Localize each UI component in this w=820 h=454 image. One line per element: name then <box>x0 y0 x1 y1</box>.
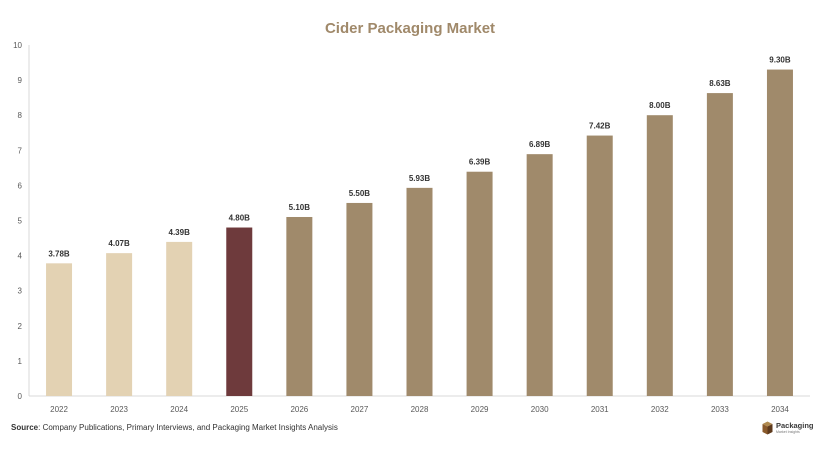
data-label: 5.10B <box>289 203 311 212</box>
data-label: 4.39B <box>169 228 191 237</box>
box-icon <box>762 421 773 435</box>
y-tick-label: 3 <box>18 287 23 296</box>
brand-logo: Packaging Market Insights <box>762 421 814 435</box>
data-label: 9.30B <box>769 56 791 65</box>
x-tick-label: 2031 <box>591 405 609 414</box>
x-tick-label: 2026 <box>290 405 308 414</box>
data-label: 4.07B <box>108 239 130 248</box>
x-tick-label: 2022 <box>50 405 68 414</box>
bar <box>166 241 193 396</box>
data-label: 4.80B <box>229 214 251 223</box>
bar <box>526 154 553 396</box>
x-tick-label: 2029 <box>471 405 489 414</box>
chart-title: Cider Packaging Market <box>324 20 496 37</box>
x-tick-label: 2033 <box>711 405 729 414</box>
y-tick-label: 8 <box>18 111 23 120</box>
brand-tagline: Market Insights <box>776 429 800 434</box>
data-label: 8.00B <box>649 101 671 110</box>
data-label: 6.89B <box>529 140 551 149</box>
bar <box>46 263 73 396</box>
bar <box>226 227 253 396</box>
bar <box>586 135 613 397</box>
y-tick-label: 6 <box>18 181 23 190</box>
data-label: 6.39B <box>469 158 491 167</box>
data-label: 3.78B <box>48 249 70 258</box>
bar-chart: 0 1 2 3 4 5 6 7 8 9 10 3.78B 2022 4.07B 2023 4.39B 2024 4… <box>13 41 810 414</box>
source-label: Source <box>11 423 39 432</box>
bar <box>346 202 373 396</box>
y-tick-label: 9 <box>18 76 23 85</box>
y-tick-label: 10 <box>13 41 22 50</box>
data-label: 7.42B <box>589 122 611 131</box>
brand-name: Packaging <box>776 421 814 430</box>
bar <box>646 115 673 396</box>
bar <box>766 69 793 396</box>
x-tick-label: 2027 <box>351 405 369 414</box>
source-text: : Company Publications, Primary Intervie… <box>38 423 338 432</box>
data-label: 5.50B <box>349 189 371 198</box>
y-tick-label: 2 <box>18 322 23 331</box>
y-tick-label: 7 <box>18 146 23 155</box>
y-tick-label: 0 <box>18 392 23 401</box>
y-tick-label: 5 <box>18 217 23 226</box>
x-tick-label: 2025 <box>230 405 248 414</box>
bar <box>466 171 493 396</box>
data-label: 5.93B <box>409 174 431 183</box>
data-label: 8.63B <box>709 79 731 88</box>
y-tick-label: 4 <box>18 252 23 261</box>
x-tick-label: 2024 <box>170 405 188 414</box>
x-tick-label: 2030 <box>531 405 549 414</box>
x-tick-label: 2023 <box>110 405 128 414</box>
source-note: Source: Company Publications, Primary In… <box>11 423 338 432</box>
y-tick-label: 1 <box>18 357 23 366</box>
x-tick-label: 2028 <box>411 405 429 414</box>
bar <box>706 93 733 396</box>
bar <box>406 187 433 396</box>
x-tick-label: 2034 <box>771 405 789 414</box>
bar <box>106 253 133 396</box>
bar <box>286 216 313 396</box>
x-tick-label: 2032 <box>651 405 669 414</box>
